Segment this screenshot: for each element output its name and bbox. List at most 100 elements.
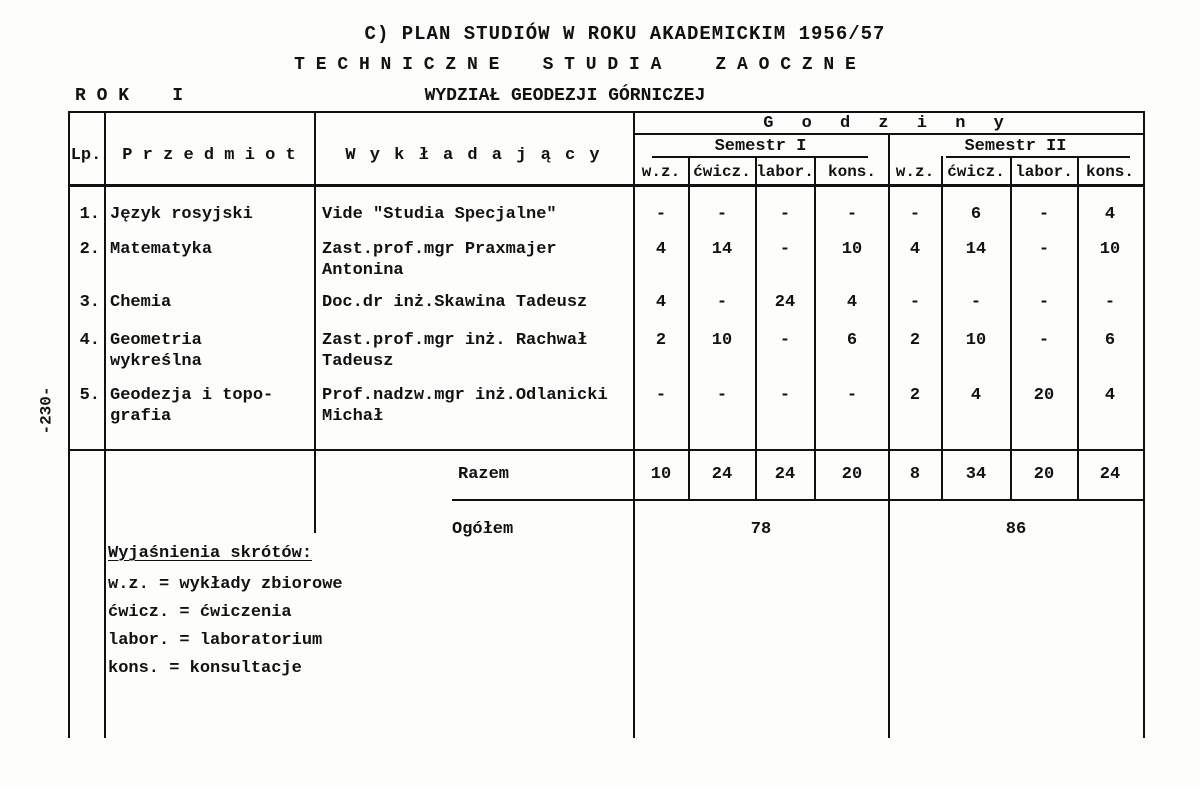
grid-line-h-under-razem — [452, 499, 1145, 501]
column-subheader: w.z. — [895, 163, 935, 181]
document-title: C) PLAN STUDIÓW W ROKU AKADEMICKIM 1956/… — [364, 23, 886, 45]
grid-line-v-sem1-cwicz — [755, 156, 757, 499]
hours-cell: 6 — [1104, 331, 1116, 350]
grid-line-v-semestr-divider — [888, 133, 890, 738]
hours-cell: 20 — [1033, 386, 1055, 405]
hours-cell: 14 — [711, 240, 733, 259]
hours-cell: 6 — [846, 331, 858, 350]
razem-value: 24 — [1099, 465, 1121, 484]
column-header-przedmiot: P r z e d m i o t — [122, 146, 296, 165]
column-header-godziny: G o d z i n y — [763, 114, 1013, 133]
hours-cell: - — [970, 293, 982, 312]
hours-cell: - — [1038, 331, 1050, 350]
subject-cell: Matematyka — [110, 240, 213, 259]
hours-cell: 4 — [970, 386, 982, 405]
subject-cell: Chemia — [110, 293, 172, 312]
lecturer-cell: Prof.nadzw.mgr inż.Odlanicki Michał — [322, 386, 608, 426]
hours-cell: - — [779, 240, 791, 259]
row-number: 2. — [79, 240, 100, 259]
razem-value: 20 — [1033, 465, 1055, 484]
grid-line-h-body-bottom — [68, 449, 1145, 451]
hours-cell: - — [909, 205, 921, 224]
column-subheader: labor. — [756, 163, 814, 181]
grid-line-v-left-border — [68, 111, 70, 738]
razem-value: 24 — [711, 465, 733, 484]
hours-cell: 10 — [1099, 240, 1121, 259]
legend-title-text: Wyjaśnienia skrótów: — [108, 544, 313, 563]
lecturer-cell: Zast.prof.mgr Praxmajer Antonina — [322, 240, 557, 280]
grid-line-h-top — [68, 111, 1145, 113]
grid-line-v-lp — [104, 111, 106, 738]
subject-cell: Geometria wykreślna — [110, 331, 202, 371]
hours-cell: - — [716, 293, 728, 312]
grid-line-h-under-semestr2 — [946, 156, 1130, 158]
hours-cell: - — [779, 205, 791, 224]
ogolem-label: Ogółem — [452, 520, 514, 539]
razem-value: 8 — [909, 465, 921, 484]
column-subheader: kons. — [827, 163, 876, 181]
razem-label: Razem — [458, 465, 510, 484]
hours-cell: 24 — [774, 293, 796, 312]
grid-line-v-sem2-labor — [1077, 156, 1079, 499]
subject-cell: Geodezja i topo- grafia — [110, 386, 274, 426]
lecturer-cell: Doc.dr inż.Skawina Tadeusz — [322, 293, 588, 312]
hours-cell: 4 — [909, 240, 921, 259]
hours-cell: - — [1104, 293, 1116, 312]
hours-cell: 10 — [711, 331, 733, 350]
column-subheader: w.z. — [641, 163, 681, 181]
razem-value: 24 — [774, 465, 796, 484]
row-number: 5. — [79, 386, 100, 405]
column-header-semestr2: Semestr II — [964, 137, 1067, 156]
hours-cell: - — [716, 386, 728, 405]
grid-line-v-right-border — [1143, 111, 1145, 738]
hours-cell: 4 — [655, 240, 667, 259]
subject-cell: Język rosyjski — [110, 205, 253, 224]
hours-cell: 2 — [909, 331, 921, 350]
hours-cell: - — [779, 386, 791, 405]
ogolem-sem1-value: 78 — [750, 520, 772, 539]
hours-cell: 4 — [655, 293, 667, 312]
grid-line-h-header-bottom — [68, 184, 1145, 187]
hours-cell: 2 — [655, 331, 667, 350]
page-number: -230- — [37, 386, 56, 435]
row-number: 1. — [79, 205, 100, 224]
legend-title: Wyjaśnienia skrótów: — [108, 543, 448, 564]
hours-cell: - — [846, 386, 858, 405]
grid-line-v-sem1-wz — [688, 156, 690, 499]
lecturer-cell: Vide "Studia Specjalne" — [322, 205, 557, 224]
ogolem-sem2-value: 86 — [1005, 520, 1027, 539]
hours-cell: - — [716, 205, 728, 224]
row-number: 4. — [79, 331, 100, 350]
year-label: R O K I — [75, 86, 184, 106]
hours-cell: 6 — [970, 205, 982, 224]
document-subtitle: T E C H N I C Z N E S T U D I A Z A O C … — [294, 55, 856, 75]
hours-cell: - — [1038, 240, 1050, 259]
hours-cell: 2 — [909, 386, 921, 405]
column-header-semestr1: Semestr I — [714, 137, 807, 156]
hours-cell: 10 — [965, 331, 987, 350]
hours-cell: - — [1038, 205, 1050, 224]
hours-cell: - — [779, 331, 791, 350]
legend-item: labor. = laboratorium — [108, 631, 323, 650]
column-subheader: kons. — [1085, 163, 1134, 181]
row-number: 3. — [79, 293, 100, 312]
legend-item: ćwicz. = ćwiczenia — [108, 603, 292, 622]
hours-cell: - — [655, 386, 667, 405]
hours-cell: - — [655, 205, 667, 224]
razem-value: 20 — [841, 465, 863, 484]
grid-line-v-sem2-cwicz — [1010, 156, 1012, 499]
hours-cell: - — [909, 293, 921, 312]
grid-line-h-under-semestr1 — [652, 156, 868, 158]
razem-value: 34 — [965, 465, 987, 484]
hours-cell: - — [1038, 293, 1050, 312]
column-subheader: ćwicz. — [947, 163, 1005, 181]
column-header-wykladajacy: W y k ł a d a j ą c y — [345, 146, 602, 165]
legend-item: kons. = konsultacje — [108, 659, 302, 678]
razem-value: 10 — [650, 465, 672, 484]
grid-line-v-sem1-labor — [814, 156, 816, 499]
faculty-title: WYDZIAŁ GEODEZJI GÓRNICZEJ — [424, 86, 706, 106]
hours-cell: 4 — [1104, 386, 1116, 405]
hours-cell: 4 — [1104, 205, 1116, 224]
column-header-lp: Lp. — [70, 146, 102, 165]
lecturer-cell: Zast.prof.mgr inż. Rachwał Tadeusz — [322, 331, 588, 371]
